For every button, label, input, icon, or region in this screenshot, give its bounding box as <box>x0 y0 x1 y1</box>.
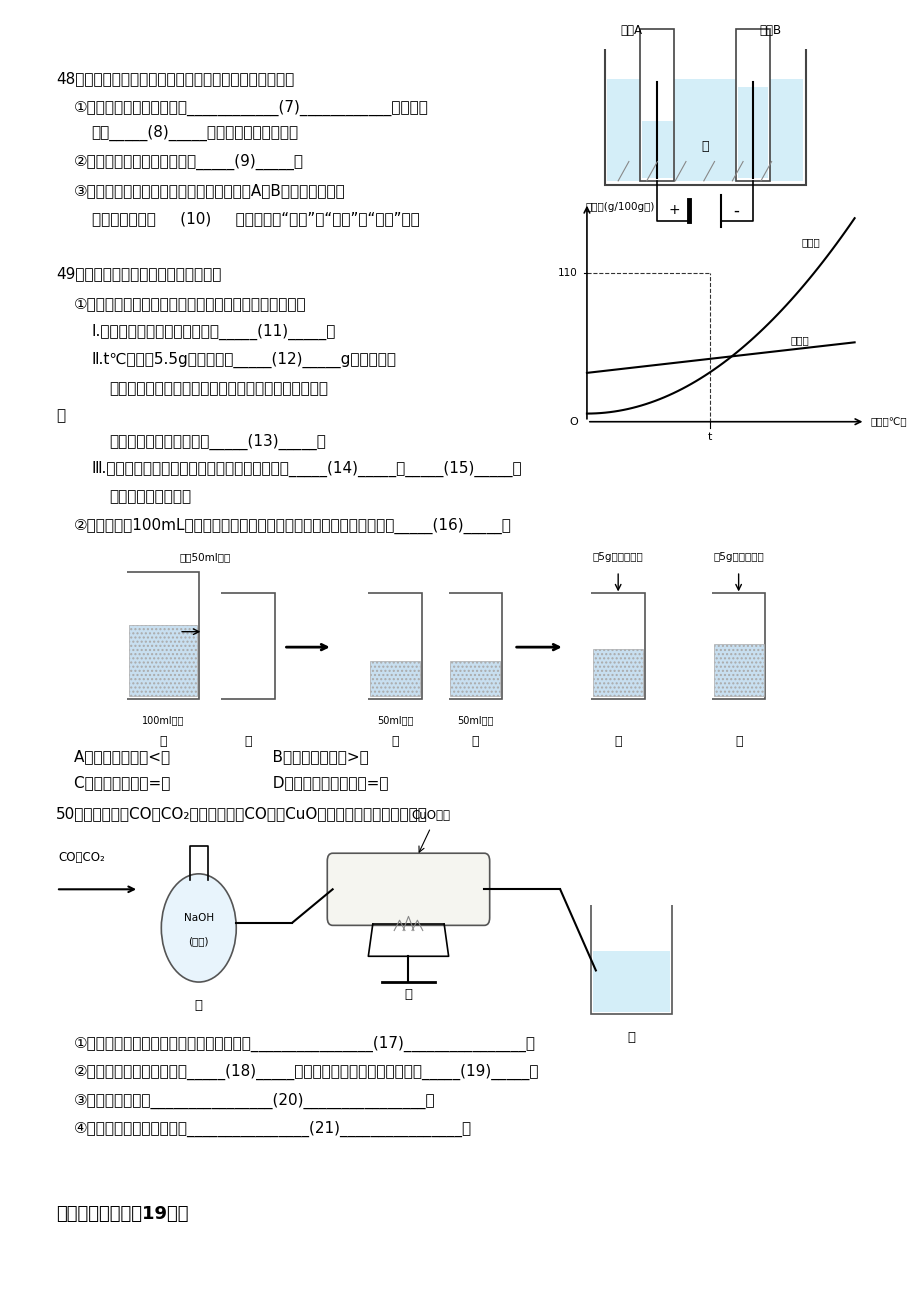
Text: ①写出该反应的化学方程式____________(7)____________；该反应: ①写出该反应的化学方程式____________(7)____________；… <box>74 99 428 116</box>
Text: ②正负极管中气体的质量比是_____(9)_____。: ②正负极管中气体的质量比是_____(9)_____。 <box>74 154 303 169</box>
Text: 水: 水 <box>700 139 709 152</box>
Text: Ⅱ.t℃时，劈5.5g硫酸鿨加入_____(12)_____g水中，完全: Ⅱ.t℃时，劈5.5g硫酸鿨加入_____(12)_____g水中，完全 <box>92 352 396 368</box>
Text: 50ml溶液: 50ml溶液 <box>457 715 494 725</box>
Text: NaOH: NaOH <box>184 913 213 923</box>
Text: ③已知同条件下氢气的溶解度小于氧气，则A、B两试管中实际所: ③已知同条件下氢气的溶解度小于氧气，则A、B两试管中实际所 <box>74 184 346 199</box>
Text: Ⅰ.溶解度变化受温度影响大的是_____(11)_____。: Ⅰ.溶解度变化受温度影响大的是_____(11)_____。 <box>92 323 335 340</box>
Bar <box>713 643 763 697</box>
Text: 乙: 乙 <box>471 734 479 747</box>
Text: (过量): (过量) <box>188 936 209 945</box>
Text: +: + <box>667 203 679 217</box>
Bar <box>735 29 769 181</box>
Text: 过滤、洗涂、干燥。: 过滤、洗涂、干燥。 <box>109 490 191 504</box>
Text: 溶解度(g/100g水): 溶解度(g/100g水) <box>584 202 653 212</box>
Text: 转移50ml溶液: 转移50ml溶液 <box>179 552 231 562</box>
Text: 八、简答题：（全19分）: 八、简答题：（全19分） <box>56 1204 188 1223</box>
Text: 48．水是宝贵的自然资源。右图是电解水实验的示意图：: 48．水是宝贵的自然资源。右图是电解水实验的示意图： <box>56 72 294 86</box>
Text: 属于_____(8)_____（填基本反应类型）。: 属于_____(8)_____（填基本反应类型）。 <box>92 125 299 142</box>
Text: 得气体的体积比     (10)     理论值（填“小于”、“等于”或“大于”）。: 得气体的体积比 (10) 理论值（填“小于”、“等于”或“大于”）。 <box>92 211 419 225</box>
Bar <box>737 87 767 178</box>
Text: 溶解后，恰好得到饱和溶液。要进一步提高该溶液的溶: 溶解后，恰好得到饱和溶液。要进一步提高该溶液的溶 <box>109 380 328 396</box>
Text: 量分数，可进行的操作是_____(13)_____。: 量分数，可进行的操作是_____(13)_____。 <box>109 435 326 450</box>
Bar <box>369 660 420 697</box>
Text: 加5g硫酸铜粉末: 加5g硫酸铜粉末 <box>712 552 763 562</box>
Text: A．溶质质量：甲<乙                     B．溶剂质量：甲>乙: A．溶质质量：甲<乙 B．溶剂质量：甲>乙 <box>74 749 369 764</box>
Text: 甲: 甲 <box>391 734 399 747</box>
Bar <box>450 660 500 697</box>
Text: CO、CO₂: CO、CO₂ <box>59 850 106 863</box>
Text: Ⅲ.硫酸鿨溶液中含有少量氯化钓，提纯的方法是_____(14)_____、_____(15)_____、: Ⅲ.硫酸鿨溶液中含有少量氯化钓，提纯的方法是_____(14)_____、___… <box>92 461 522 478</box>
Text: t: t <box>707 432 711 443</box>
Bar <box>640 29 674 181</box>
Polygon shape <box>607 79 802 181</box>
Text: 丙: 丙 <box>627 1031 635 1044</box>
Text: 49．溶解度可表示物质溶解性的大小。: 49．溶解度可表示物质溶解性的大小。 <box>56 266 221 281</box>
Text: 硫酸鿨: 硫酸鿨 <box>800 238 819 247</box>
Bar <box>593 952 669 1012</box>
Text: 乙: 乙 <box>404 988 412 1001</box>
Text: ②丙装置中应盛放的试剂是_____(18)_____，反应中可观察到的实验现象是_____(19)_____。: ②丙装置中应盛放的试剂是_____(18)_____，反应中可观察到的实验现象是… <box>74 1064 539 1081</box>
Text: ④该装置存在的主要问题是________________(21)________________。: ④该装置存在的主要问题是________________(21)________… <box>74 1121 471 1137</box>
Text: 质: 质 <box>56 408 65 423</box>
Text: ②室温时，对100mL硫酸铜饱和溶液作如下图操作，最终甲、乙两烧杯中_____(16)_____。: ②室温时，对100mL硫酸铜饱和溶液作如下图操作，最终甲、乙两烧杯中_____(… <box>74 518 511 534</box>
Bar <box>129 625 197 697</box>
Text: C．溶液质量：甲=乙                     D．溶质质量分数：甲=乙: C．溶液质量：甲=乙 D．溶质质量分数：甲=乙 <box>74 775 388 790</box>
Text: 甲: 甲 <box>159 734 166 747</box>
Text: 试管A: 试管A <box>620 23 641 36</box>
Text: 甲: 甲 <box>614 734 621 747</box>
Text: 氯化钓: 氯化钓 <box>789 336 808 345</box>
Text: 50ml溶液: 50ml溶液 <box>377 715 413 725</box>
Text: 乙: 乙 <box>244 734 251 747</box>
Text: CuO粉末: CuO粉末 <box>411 810 449 823</box>
Text: ①氯化钓、硫酸鿨的溶解度曲线如右图所示，据图回答：: ①氯化钓、硫酸鿨的溶解度曲线如右图所示，据图回答： <box>74 296 306 311</box>
Text: O: O <box>569 417 577 427</box>
Text: 加5g硫酸铜晶体: 加5g硫酸铜晶体 <box>592 552 643 562</box>
Text: -: - <box>732 202 739 220</box>
Text: ③甲装置的作用是________________(20)________________。: ③甲装置的作用是________________(20)____________… <box>74 1092 435 1108</box>
Bar <box>593 648 642 697</box>
Text: 乙: 乙 <box>734 734 742 747</box>
Text: 试管B: 试管B <box>759 23 781 36</box>
Text: 110: 110 <box>558 268 577 279</box>
Text: 温度（℃）: 温度（℃） <box>869 417 906 427</box>
Text: 甲: 甲 <box>195 999 202 1012</box>
Text: 50．下图是利用CO、CO₂混合气体中的CO还原CuO并验证产物的实验示意图。: 50．下图是利用CO、CO₂混合气体中的CO还原CuO并验证产物的实验示意图。 <box>56 806 427 820</box>
Bar <box>641 121 672 178</box>
Circle shape <box>161 874 236 982</box>
Text: 100ml溶液: 100ml溶液 <box>142 715 184 725</box>
FancyBboxPatch shape <box>327 853 489 926</box>
Text: ①乙装置的试管中发生反应的化学方程式：________________(17)________________。: ①乙装置的试管中发生反应的化学方程式：________________(17)_… <box>74 1036 535 1052</box>
